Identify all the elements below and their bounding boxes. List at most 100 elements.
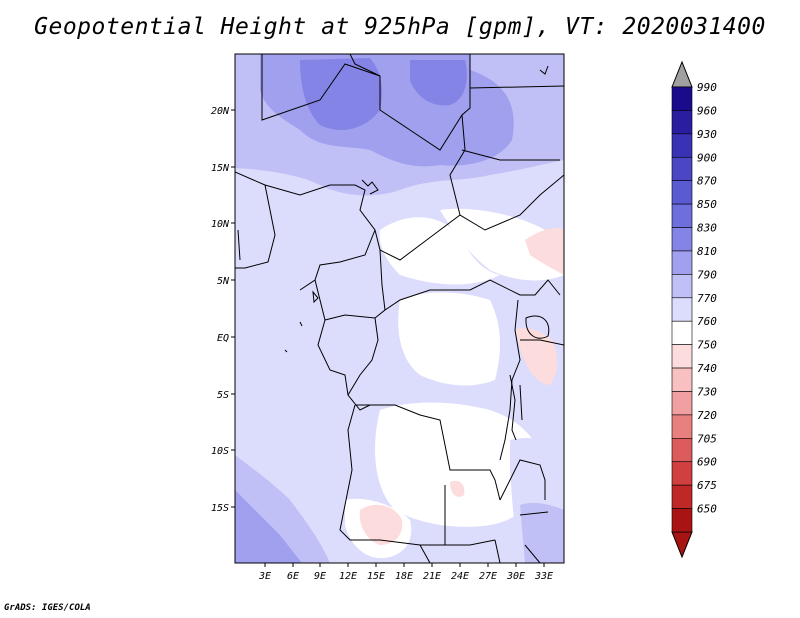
field-east-coast-deep [520,502,564,563]
border-namibia [419,544,431,563]
footer-credit: GrADS: IGES/COLA [4,603,91,613]
lake-chad [361,179,379,195]
lon-label: 9E [314,571,326,582]
field-pink-ne [525,228,564,275]
island-bioko [312,290,319,304]
border-south [494,539,541,563]
colorbar-box [671,461,693,486]
colorbar-label: 850 [697,198,717,211]
colorbar-label: 720 [697,409,717,422]
border-angola-south [339,404,455,546]
colorbar-box [671,391,693,416]
lat-label: 20N [211,106,230,117]
colorbar-label: 790 [697,268,717,281]
colorbar-box [671,320,693,345]
border-north-2 [349,54,381,77]
colorbar-box [671,484,693,509]
border-rift [499,299,521,461]
border-cameroon-south [314,279,386,321]
colorbar-label: 870 [697,175,717,188]
colorbar-box [671,180,693,205]
field-pink-south [450,480,465,497]
lon-label: 27E [479,571,497,582]
colorbar-box [671,438,693,463]
lon-label: 30E [506,571,525,582]
colorbar-label: 770 [697,292,717,305]
lon-label: 12E [339,571,357,582]
chart-title: Geopotential Height at 925hPa [gpm], VT:… [34,14,766,40]
colorbar-bottom-arrow [671,531,693,559]
coast-west [237,229,241,261]
field-white-ne [440,208,564,281]
colorbar-label: 830 [697,222,717,235]
lon-label: 15E [367,571,385,582]
colorbar-top-arrow [671,60,693,88]
lon-label: 33E [534,571,553,582]
lat-label: 15S [211,503,229,514]
lon-label: 3E [258,571,271,582]
colorbar-label: 740 [697,362,717,375]
lat-label: 5N [217,276,230,287]
colorbar-box [671,344,693,369]
colorbar-label: 990 [697,81,717,94]
colorbar-label: 675 [697,479,717,492]
island-saotome [284,349,288,353]
lat-axis: 20N 15N 10N 5N EQ 5S 10S 15S [211,106,235,514]
coast-ne [539,65,549,75]
lat-label: 5S [217,390,229,401]
lat-label: 10S [211,446,229,457]
border-north [261,54,471,151]
border-drc-angola [355,404,501,501]
colorbar-label: 810 [697,245,717,258]
height-field [235,54,564,563]
field-pink-sw [359,504,403,545]
border-gabon-congo [317,319,371,411]
lat-label: EQ [217,333,229,344]
colorbar-box [671,367,693,392]
lon-label: 6E [287,571,299,582]
field-white-north [379,217,500,285]
field-sw-810 [235,490,302,563]
field-band-830-west [300,58,382,130]
lon-label: 24E [451,571,469,582]
island-principe [299,321,303,327]
border-congo [347,317,379,396]
border-zambia-east [499,459,546,501]
colorbar-label: 650 [697,503,717,516]
border-car-south [379,249,561,311]
border-libya-egypt [469,85,564,89]
colorbar-label: 900 [697,151,717,164]
field-pink-rift [515,328,558,385]
border-chad-car [374,214,461,261]
lake-victoria [525,315,550,339]
colorbar-label: 930 [697,128,717,141]
colorbar-box [671,156,693,181]
lake-kariba [519,511,549,516]
colorbar-box [671,297,693,322]
colorbar-box [671,110,693,135]
colorbar-box [671,203,693,228]
colorbar-box [671,508,693,533]
border-sudan [449,114,564,231]
colorbar-box [671,133,693,158]
colorbar-label: 960 [697,104,717,117]
lat-label: 15N [211,163,230,174]
colorbar-label: 690 [697,456,717,469]
colorbar-label: 760 [697,315,717,328]
border-zambia-botswana [444,485,496,546]
colorbar-box [671,227,693,252]
colorbar-label: 705 [697,432,717,445]
colorbar-box [671,274,693,299]
map-frame [234,53,565,564]
lon-label: 18E [395,571,413,582]
colorbar-box [671,86,693,111]
lat-label: 10N [211,219,230,230]
lake-tanganyika [509,374,523,441]
colorbar-label: 730 [697,385,717,398]
borders [235,54,564,563]
border-nigeria [264,184,376,291]
border-sudan-2 [461,149,560,161]
field-white-central [398,292,500,386]
lon-label: 21E [423,571,441,582]
